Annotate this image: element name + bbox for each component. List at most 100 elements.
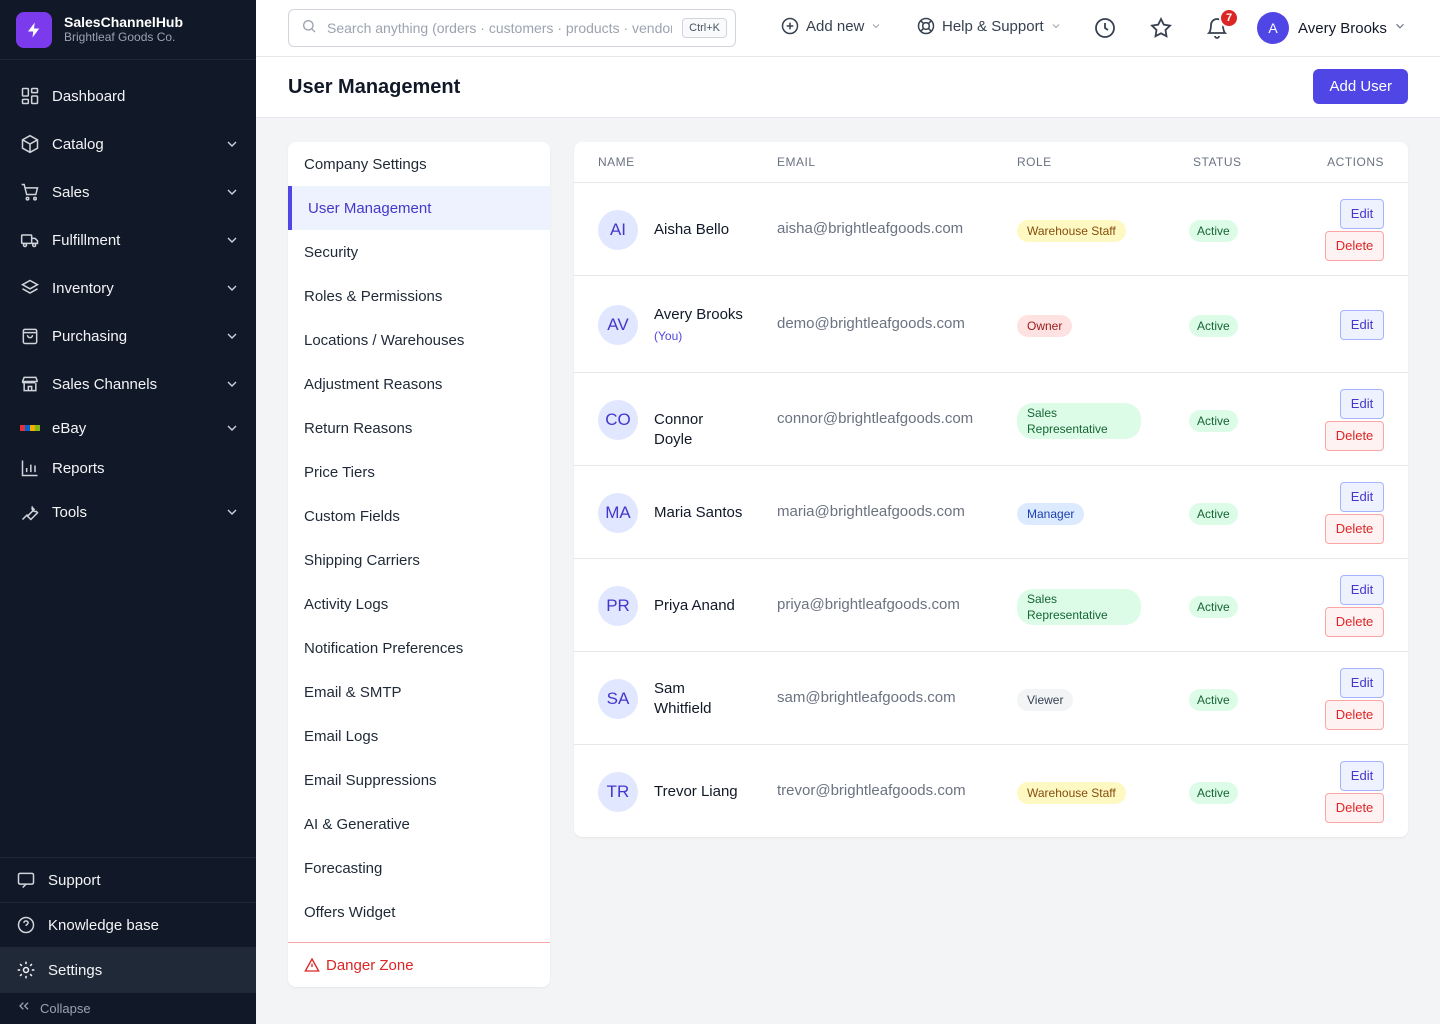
sidebar-item-purchasing[interactable]: Purchasing — [0, 312, 256, 360]
settings-menu-item-adjustment-reasons[interactable]: Adjustment Reasons — [304, 375, 443, 393]
edit-user-button[interactable]: Edit — [1340, 760, 1384, 791]
sidebar-item-label: Knowledge base — [48, 916, 159, 934]
page-header: User Management Add User — [256, 57, 1440, 118]
sidebar-item-label: Inventory — [52, 279, 114, 297]
search-icon — [301, 18, 317, 39]
user-name: Avery Brooks (You) — [654, 305, 744, 344]
add-new-button[interactable]: Add new — [780, 16, 882, 36]
star-icon[interactable] — [1149, 16, 1173, 40]
role-badge: Warehouse Staff — [1017, 781, 1126, 804]
settings-menu-item-price-tiers[interactable]: Price Tiers — [304, 463, 375, 481]
brand[interactable]: SalesChannelHub Brightleaf Goods Co. — [0, 0, 256, 60]
user-name: Trevor Liang — [654, 782, 744, 802]
delete-user-button[interactable]: Delete — [1325, 513, 1384, 544]
settings-menu-item-email-smtp[interactable]: Email & SMTP — [304, 683, 402, 701]
settings-menu-item-custom-fields[interactable]: Custom Fields — [304, 507, 400, 525]
sidebar-item-label: Catalog — [52, 135, 104, 153]
danger-zone-link[interactable]: Danger Zone — [288, 942, 550, 987]
sidebar-item-inventory[interactable]: Inventory — [0, 264, 256, 312]
notifications-bell-icon[interactable]: 7 — [1205, 8, 1239, 40]
sidebar-item-label: eBay — [52, 419, 87, 437]
settings-menu-item-offers-widget[interactable]: Offers Widget — [304, 903, 396, 921]
settings-menu-item-return-reasons[interactable]: Return Reasons — [304, 419, 413, 437]
sidebar-item-ebay[interactable]: eBay — [0, 408, 256, 448]
sidebar-item-catalog[interactable]: Catalog — [0, 120, 256, 168]
edit-user-button[interactable]: Edit — [1340, 481, 1384, 512]
settings-menu-item-roles-permissions[interactable]: Roles & Permissions — [304, 287, 443, 305]
danger-zone-label: Danger Zone — [326, 956, 414, 974]
settings-menu-item-forecasting[interactable]: Forecasting — [304, 859, 383, 877]
settings-menu-item-shipping-carriers[interactable]: Shipping Carriers — [304, 551, 420, 569]
delete-user-button[interactable]: Delete — [1325, 230, 1384, 261]
user-name-text: Priya Anand — [654, 596, 735, 614]
user-menu[interactable]: A Avery Brooks — [1257, 12, 1407, 44]
sidebar-item-reports[interactable]: Reports — [0, 448, 256, 488]
question-circle-icon — [16, 915, 36, 935]
table-header: Name Email Role Status Actions — [574, 142, 1408, 183]
role-badge: Owner — [1017, 314, 1073, 337]
delete-user-button[interactable]: Delete — [1325, 606, 1384, 637]
avatar: SA — [598, 678, 638, 719]
sidebar-item-tools[interactable]: Tools — [0, 488, 256, 536]
notification-count-badge: 7 — [1219, 8, 1239, 28]
sidebar-item-sales[interactable]: Sales — [0, 168, 256, 216]
user-name-text: Maria Santos — [654, 503, 743, 521]
history-clock-icon[interactable] — [1093, 16, 1117, 40]
status-badge: Active — [1189, 688, 1238, 711]
sidebar-item-knowledge-base[interactable]: Knowledge base — [0, 902, 256, 947]
avatar: AI — [598, 209, 638, 250]
sidebar-item-fulfillment[interactable]: Fulfillment — [0, 216, 256, 264]
settings-menu-item-email-suppressions[interactable]: Email Suppressions — [304, 771, 437, 789]
chevron-down-icon — [1050, 20, 1062, 32]
status-badge: Active — [1189, 781, 1238, 804]
settings-menu-item-company-settings[interactable]: Company Settings — [304, 155, 427, 173]
sidebar-item-label: Support — [48, 871, 101, 889]
topbar: Ctrl+K Add new Help & Support 7 A Avery … — [256, 0, 1440, 57]
settings-menu-item-activity-logs[interactable]: Activity Logs — [304, 595, 389, 613]
chevron-down-icon — [870, 20, 882, 32]
sidebar-item-label: Purchasing — [52, 327, 128, 345]
settings-menu-item-user-management[interactable]: User Management — [288, 186, 550, 230]
role-badge: Warehouse Staff — [1017, 219, 1126, 242]
sidebar-item-sales-channels[interactable]: Sales Channels — [0, 360, 256, 408]
delete-user-button[interactable]: Delete — [1325, 420, 1384, 451]
avatar: AV — [598, 304, 638, 345]
edit-user-button[interactable]: Edit — [1340, 574, 1384, 605]
user-email: aisha@brightleafgoods.com — [777, 219, 964, 237]
edit-user-button[interactable]: Edit — [1340, 198, 1384, 229]
search-box[interactable]: Ctrl+K — [288, 9, 736, 47]
double-chevron-left-icon — [16, 998, 32, 1019]
add-user-button[interactable]: Add User — [1313, 69, 1408, 104]
edit-user-button[interactable]: Edit — [1340, 388, 1384, 419]
role-badge: Viewer — [1017, 688, 1074, 711]
user-name: Maria Santos — [654, 503, 744, 523]
settings-menu-item-notification-preferences[interactable]: Notification Preferences — [304, 639, 464, 657]
settings-menu-item-security[interactable]: Security — [304, 243, 359, 261]
help-support-button[interactable]: Help & Support — [916, 16, 1062, 36]
delete-user-button[interactable]: Delete — [1325, 792, 1384, 823]
status-badge: Active — [1189, 502, 1238, 525]
sidebar-item-dashboard[interactable]: Dashboard — [0, 72, 256, 120]
user-name: Aisha Bello — [654, 220, 744, 240]
chevron-down-icon — [224, 376, 240, 392]
edit-user-button[interactable]: Edit — [1340, 667, 1384, 698]
status-badge: Active — [1189, 595, 1238, 618]
sidebar-item-support[interactable]: Support — [0, 857, 256, 902]
add-new-label: Add new — [806, 17, 865, 35]
settings-menu-item-locations-warehouses[interactable]: Locations / Warehouses — [304, 331, 465, 349]
user-name: Sam Whitfield — [654, 679, 744, 719]
delete-user-button[interactable]: Delete — [1325, 699, 1384, 730]
user-email: trevor@brightleafgoods.com — [777, 781, 966, 799]
settings-menu-item-ai-generative[interactable]: AI & Generative — [304, 815, 410, 833]
search-input[interactable] — [327, 20, 673, 36]
chat-icon — [16, 870, 36, 890]
sidebar-item-settings[interactable]: Settings — [0, 947, 256, 992]
cart-icon — [20, 182, 40, 202]
column-header-name: Name — [598, 155, 635, 169]
collapse-button[interactable]: Collapse — [0, 992, 256, 1024]
avatar: A — [1257, 12, 1289, 44]
store-icon — [20, 374, 40, 394]
settings-menu-item-email-logs[interactable]: Email Logs — [304, 727, 379, 745]
user-name: Avery Brooks — [1298, 19, 1387, 37]
edit-user-button[interactable]: Edit — [1340, 309, 1384, 340]
